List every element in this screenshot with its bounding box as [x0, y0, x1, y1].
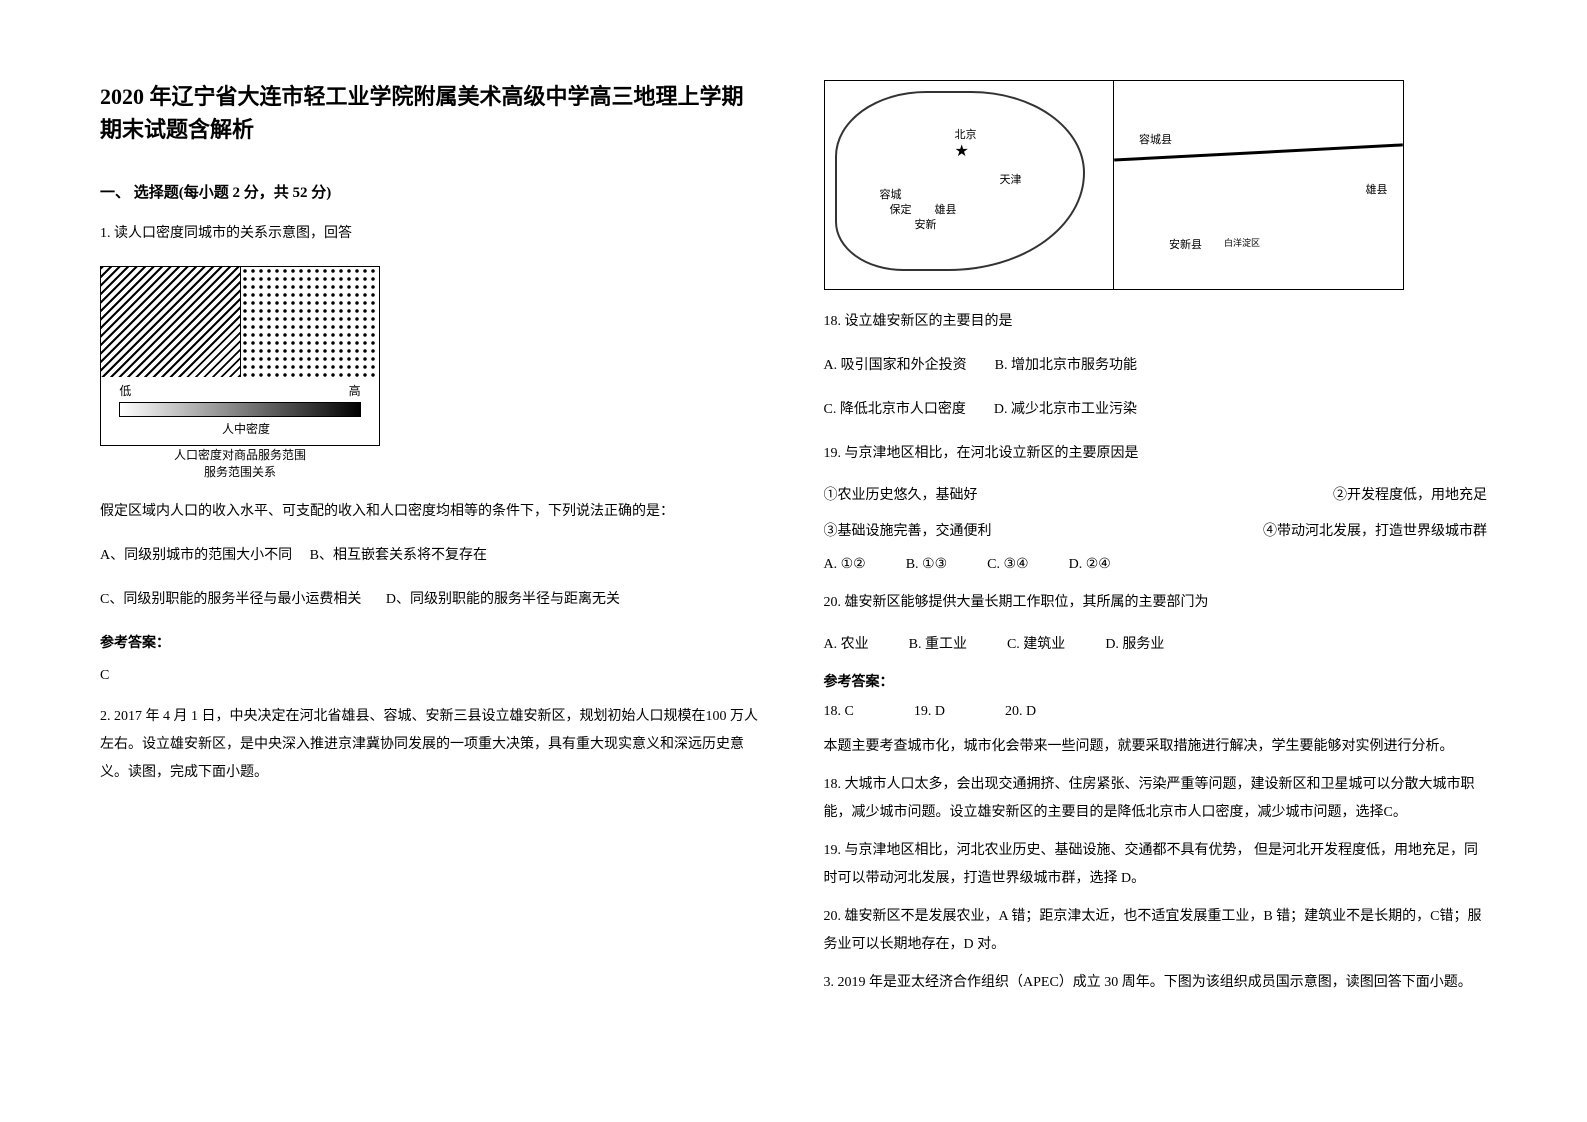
q18-options-cd: C. 降低北京市人口密度 D. 减少北京市工业污染: [824, 396, 1488, 424]
q3-text: 3. 2019 年是亚太经济合作组织（APEC）成立 30 周年。下图为该组织成…: [824, 969, 1488, 997]
section-header: 一、 选择题(每小题 2 分，共 52 分): [100, 181, 764, 202]
density-label2: 人口密度对商品服务范围: [100, 446, 380, 463]
dotted-pattern: [241, 267, 380, 377]
answers-row: 18. C 19. D 20. D: [824, 704, 1488, 720]
ans20: 20. D: [1005, 704, 1036, 720]
q20-optC: C. 建筑业: [1007, 633, 1065, 653]
q18-optD: D. 减少北京市工业污染: [994, 402, 1137, 417]
q18-optB: B. 增加北京市服务功能: [995, 358, 1137, 373]
q20-options: A. 农业 B. 重工业 C. 建筑业 D. 服务业: [824, 633, 1488, 653]
q1-options-cd: C、同级别职能的服务半径与最小运费相关 D、同级别职能的服务半径与距离无关: [100, 586, 764, 614]
q18-optA: A. 吸引国家和外企投资: [824, 358, 967, 373]
q19-optB: B. ①③: [906, 556, 947, 573]
q20-optA: A. 农业: [824, 633, 869, 653]
density-high: 高: [349, 382, 361, 399]
label-rongcheng: 容城: [880, 186, 902, 202]
star-icon: ★: [955, 141, 969, 161]
q20-optD: D. 服务业: [1105, 633, 1164, 653]
label-xiongxian: 雄县: [935, 201, 957, 217]
label-xiongxian2: 雄县: [1366, 181, 1388, 197]
q19-opt1: ①农业历史悠久，基础好: [824, 484, 978, 504]
explanation19: 19. 与京津地区相比，河北农业历史、基础设施、交通都不具有优势， 但是河北开发…: [824, 837, 1488, 893]
label-baiyangdian: 白洋淀区: [1224, 236, 1260, 249]
q19-opt4: ④带动河北发展，打造世界级城市群: [1263, 520, 1487, 540]
right-column: 北京 ★ 天津 容城 保定 雄县 安新 容城县 雄县 安新县 白洋淀区 18. …: [824, 80, 1488, 1042]
q1-options-ab: A、同级别城市的范围大小不同 B、相互嵌套关系将不复存在: [100, 542, 764, 570]
q19-opt2: ②开发程度低，用地充足: [1333, 484, 1487, 504]
density-low: 低: [119, 382, 131, 399]
left-column: 2020 年辽宁省大连市轻工业学院附属美术高级中学高三地理上学期期末试题含解析 …: [100, 80, 764, 1042]
q1-prompt: 1. 读人口密度同城市的关系示意图，回答: [100, 220, 764, 248]
explanation18: 18. 大城市人口太多，会出现交通拥挤、住房紧张、污染严重等问题，建设新区和卫星…: [824, 771, 1488, 827]
q1-optD: D、同级别职能的服务半径与距离无关: [386, 592, 620, 607]
q19-optD: D. ②④: [1069, 556, 1111, 573]
q19-optC: C. ③④: [987, 556, 1028, 573]
q1-text: 假定区域内人口的收入水平、可支配的收入和人口密度均相等的条件下，下列说法正确的是…: [100, 498, 764, 526]
answer-label-1: 参考答案：: [100, 632, 764, 652]
q19-text: 19. 与京津地区相比，在河北设立新区的主要原因是: [824, 440, 1488, 468]
label-tianjin: 天津: [1000, 171, 1022, 187]
q18-optC: C. 降低北京市人口密度: [824, 402, 966, 417]
label-anxin: 安新: [915, 216, 937, 232]
map-right-panel: 容城县 雄县 安新县 白洋淀区: [1114, 81, 1403, 289]
q19-optA: A. ①②: [824, 556, 866, 573]
label-anxin2: 安新县: [1169, 236, 1202, 252]
density-label3: 服务范围关系: [100, 463, 380, 480]
q1-optA: A、同级别城市的范围大小不同: [100, 548, 292, 563]
map-figure: 北京 ★ 天津 容城 保定 雄县 安新 容城县 雄县 安新县 白洋淀区: [824, 80, 1404, 290]
ans19: 19. D: [914, 704, 945, 720]
q2-text: 2. 2017 年 4 月 1 日，中央决定在河北省雄县、容城、安新三县设立雄安…: [100, 703, 764, 787]
q19-options-abcd: A. ①② B. ①③ C. ③④ D. ②④: [824, 556, 1488, 573]
q1-optB: B、相互嵌套关系将不复存在: [310, 548, 487, 563]
q18-options-ab: A. 吸引国家和外企投资 B. 增加北京市服务功能: [824, 352, 1488, 380]
map-left-panel: 北京 ★ 天津 容城 保定 雄县 安新: [825, 81, 1115, 289]
q20-text: 20. 雄安新区能够提供大量长期工作职位，其所属的主要部门为: [824, 589, 1488, 617]
label-baoding: 保定: [890, 201, 912, 217]
density-gradient-bar: [119, 402, 360, 417]
q19-options-12: ①农业历史悠久，基础好 ②开发程度低，用地充足: [824, 484, 1488, 504]
q1-optC: C、同级别职能的服务半径与最小运费相关: [100, 592, 361, 607]
q19-opt3: ③基础设施完善，交通便利: [824, 520, 992, 540]
explanation-intro: 本题主要考查城市化，城市化会带来一些问题，就要采取措施进行解决，学生要能够对实例…: [824, 733, 1488, 761]
explanation20: 20. 雄安新区不是发展农业，A 错；距京津太近，也不适宜发展重工业，B 错；建…: [824, 903, 1488, 959]
density-figure: 低 高 人中密度 人口密度对商品服务范围 服务范围关系: [100, 266, 764, 480]
ans18: 18. C: [824, 704, 854, 720]
q18-text: 18. 设立雄安新区的主要目的是: [824, 308, 1488, 336]
density-label1: 人中密度: [106, 420, 386, 437]
label-rongcheng2: 容城县: [1139, 131, 1172, 147]
answer-label-2: 参考答案：: [824, 671, 1488, 691]
page-title: 2020 年辽宁省大连市轻工业学院附属美术高级中学高三地理上学期期末试题含解析: [100, 80, 764, 146]
q20-optB: B. 重工业: [909, 633, 967, 653]
q19-options-34: ③基础设施完善，交通便利 ④带动河北发展，打造世界级城市群: [824, 520, 1488, 540]
striped-pattern: [101, 267, 241, 377]
q1-answer: C: [100, 662, 764, 690]
label-beijing: 北京: [955, 126, 977, 142]
